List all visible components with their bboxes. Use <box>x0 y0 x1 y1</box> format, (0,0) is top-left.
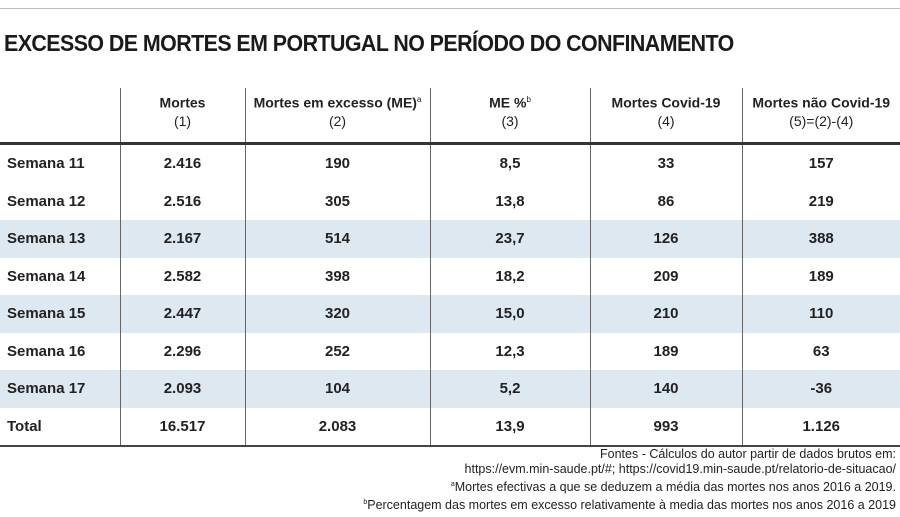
cell: 13,9 <box>429 407 590 446</box>
row-label: Semana 15 <box>0 295 120 333</box>
table-row: Semana 14 2.582 398 18,2 209 189 <box>0 257 900 295</box>
column-label: Mortes não Covid-19 <box>752 94 891 111</box>
cell: 252 <box>244 332 430 370</box>
cell: 16.517 <box>119 407 245 446</box>
cell: 157 <box>741 143 900 183</box>
cell: 2.447 <box>119 295 245 333</box>
row-label: Semana 13 <box>0 220 120 258</box>
footnote-b-text: Percentagem das mortes em excesso relati… <box>367 498 896 513</box>
column-label: Mortes Covid-19 <box>611 94 721 111</box>
cell: 305 <box>244 182 430 220</box>
footnote-b-mark: b <box>363 499 368 507</box>
footnotes: Fontes - Cálculos do autor partir de dad… <box>363 447 896 513</box>
cell: 2.083 <box>244 407 430 446</box>
cell: 86 <box>589 182 742 220</box>
table-row: Semana 13 2.167 514 23,7 126 388 <box>0 220 900 258</box>
footnote-b: bPercentagem das mortes em excesso relat… <box>363 495 896 513</box>
source-note: Fontes - Cálculos do autor partir de dad… <box>600 447 896 461</box>
footnote-a-text: Mortes efectivas a que se deduzem a médi… <box>454 480 896 495</box>
cell: 210 <box>589 295 742 333</box>
table-row: Semana 15 2.447 320 15,0 210 110 <box>0 295 900 333</box>
cell: 2.296 <box>119 332 245 370</box>
top-divider <box>0 8 900 9</box>
cell: 219 <box>741 182 900 220</box>
cell: 126 <box>589 220 742 258</box>
cell: 63 <box>741 332 900 370</box>
cell: 13,8 <box>429 182 590 220</box>
column-note: b <box>526 95 531 104</box>
source-urls: https://evm.min-saude.pt/#; https://covi… <box>464 462 896 476</box>
page-title: EXCESSO DE MORTES EM PORTUGAL NO PERÍODO… <box>4 30 734 56</box>
row-label: Semana 17 <box>0 370 120 408</box>
cell: 110 <box>741 295 900 333</box>
column-sub: (2) <box>328 112 347 129</box>
cell: 514 <box>244 220 430 258</box>
cell: 18,2 <box>429 257 590 295</box>
row-label: Semana 12 <box>7 192 86 210</box>
header-empty <box>0 88 120 144</box>
column-header: Mortes em excesso (ME)a (2) <box>244 88 430 144</box>
cell: 2.416 <box>119 143 245 183</box>
column-header: Mortes (1) <box>119 88 245 144</box>
column-sub: (1) <box>173 112 192 129</box>
column-sub: (3) <box>501 112 519 129</box>
cell: 190 <box>244 143 430 183</box>
cell: 388 <box>741 220 900 258</box>
cell: 320 <box>244 295 430 333</box>
table-row: Semana 12 2.516 305 13,8 86 219 <box>0 182 900 220</box>
row-label: Semana 16 <box>7 342 86 360</box>
column-header: Mortes não Covid-19 (5)=(2)-(4) <box>741 88 900 144</box>
column-sub: (4) <box>657 112 675 129</box>
column-label: ME % <box>489 94 527 111</box>
cell: 2.167 <box>119 220 245 258</box>
cell: 8,5 <box>429 143 590 183</box>
column-header: Mortes Covid-19 (4) <box>589 88 742 144</box>
column-label: Mortes em excesso (ME) <box>253 94 417 111</box>
cell: 209 <box>589 257 742 295</box>
cell: 104 <box>244 370 430 408</box>
column-label: Mortes <box>159 94 206 111</box>
footnote-a: aMortes efectivas a que se deduzem a méd… <box>363 477 896 495</box>
cell: 189 <box>589 332 742 370</box>
cell: -36 <box>741 370 900 408</box>
cell: 12,3 <box>429 332 590 370</box>
footnote-a-mark: a <box>450 481 455 488</box>
header-row: Mortes (1) Mortes em excesso (ME)a (2) ME %b… <box>0 88 900 144</box>
data-table: Mortes (1) Mortes em excesso (ME)a (2) ME %b… <box>0 88 900 447</box>
column-header: ME %b (3) <box>429 88 590 144</box>
cell: 398 <box>244 257 430 295</box>
table-row: Semana 17 2.093 104 5,2 140 -36 <box>0 370 900 408</box>
cell: 15,0 <box>429 295 590 333</box>
cell: 993 <box>589 407 742 446</box>
cell: 2.093 <box>119 370 245 408</box>
cell: 2.582 <box>119 257 245 295</box>
column-note: a <box>416 95 422 104</box>
cell: 2.516 <box>119 182 245 220</box>
cell: 140 <box>589 370 742 408</box>
table-row: Semana 11 2.416 190 8,5 33 157 <box>0 143 900 183</box>
cell: 33 <box>589 143 742 183</box>
row-label: Semana 11 <box>7 155 85 173</box>
cell: 23,7 <box>429 220 590 258</box>
row-label: Total <box>7 417 42 435</box>
total-row: Total 16.517 2.083 13,9 993 1.126 <box>0 407 900 446</box>
column-sub: (5)=(2)-(4) <box>789 112 854 129</box>
cell: 1.126 <box>741 407 900 446</box>
cell: 189 <box>741 257 900 295</box>
row-label: Semana 14 <box>7 267 86 285</box>
cell: 5,2 <box>429 370 590 408</box>
table-row: Semana 16 2.296 252 12,3 189 63 <box>0 332 900 370</box>
